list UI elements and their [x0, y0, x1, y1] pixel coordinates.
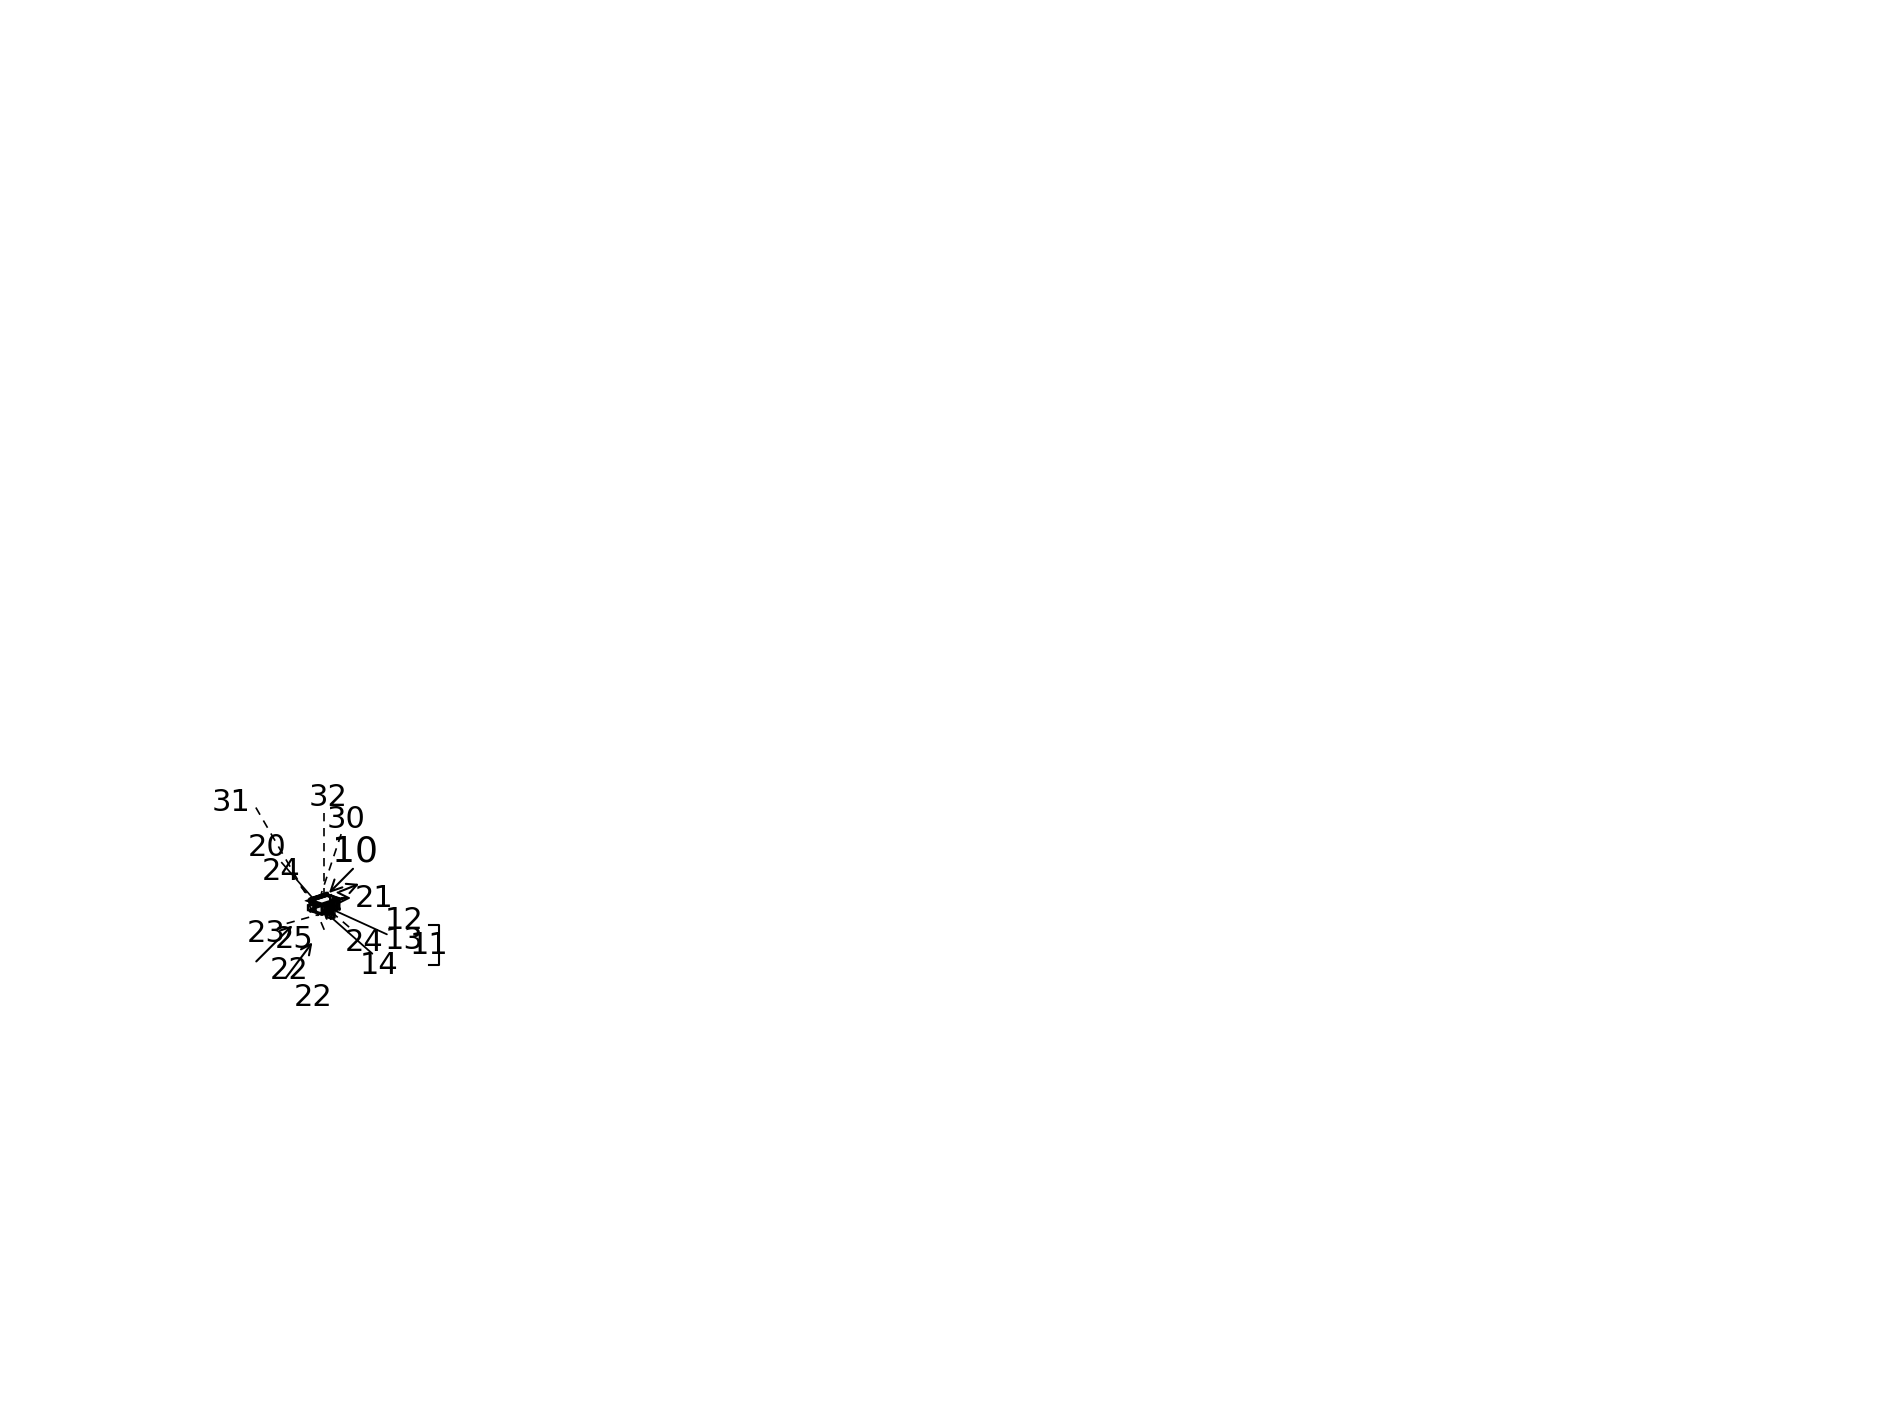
Polygon shape — [308, 905, 315, 906]
Polygon shape — [310, 901, 321, 913]
Text: 21: 21 — [355, 884, 393, 912]
Text: 24: 24 — [262, 858, 300, 886]
Polygon shape — [308, 906, 312, 911]
Polygon shape — [327, 896, 330, 901]
Polygon shape — [330, 896, 332, 901]
Polygon shape — [327, 895, 340, 908]
Polygon shape — [310, 893, 329, 899]
Text: 25: 25 — [276, 925, 313, 955]
Text: 14: 14 — [361, 950, 398, 980]
Polygon shape — [308, 905, 313, 909]
Text: 31: 31 — [211, 788, 251, 817]
Polygon shape — [308, 905, 313, 909]
Text: 13: 13 — [385, 926, 423, 955]
Polygon shape — [310, 905, 340, 913]
Polygon shape — [317, 898, 330, 902]
Text: 12: 12 — [385, 906, 423, 935]
Polygon shape — [310, 893, 327, 901]
Polygon shape — [310, 895, 340, 905]
Polygon shape — [321, 898, 334, 902]
Polygon shape — [310, 895, 327, 911]
Polygon shape — [327, 913, 330, 918]
Polygon shape — [321, 899, 340, 913]
Text: 32: 32 — [310, 784, 347, 812]
Text: 10: 10 — [332, 835, 378, 869]
Text: 23: 23 — [247, 919, 287, 948]
Polygon shape — [313, 899, 327, 903]
Polygon shape — [308, 906, 310, 911]
Polygon shape — [327, 896, 332, 898]
Polygon shape — [315, 899, 330, 903]
Polygon shape — [323, 896, 336, 901]
Polygon shape — [315, 899, 329, 903]
Polygon shape — [325, 896, 338, 901]
Polygon shape — [310, 905, 340, 913]
Text: 22: 22 — [295, 983, 332, 1012]
Polygon shape — [327, 896, 329, 902]
Text: 22: 22 — [270, 956, 308, 985]
Polygon shape — [310, 895, 340, 905]
Polygon shape — [312, 901, 325, 905]
Polygon shape — [312, 905, 315, 911]
Text: 20: 20 — [247, 834, 287, 862]
Polygon shape — [330, 913, 334, 918]
Polygon shape — [310, 895, 340, 905]
Polygon shape — [319, 898, 332, 902]
Polygon shape — [327, 912, 334, 915]
Polygon shape — [321, 896, 334, 901]
Polygon shape — [330, 896, 332, 899]
Polygon shape — [327, 916, 334, 918]
Text: 11: 11 — [410, 931, 449, 960]
Polygon shape — [313, 899, 327, 903]
Text: 30: 30 — [327, 805, 366, 834]
Polygon shape — [319, 898, 332, 902]
Text: 24: 24 — [346, 928, 383, 956]
Polygon shape — [327, 895, 340, 899]
Polygon shape — [310, 895, 327, 901]
Polygon shape — [327, 912, 330, 916]
Polygon shape — [325, 896, 336, 901]
Polygon shape — [308, 908, 315, 911]
